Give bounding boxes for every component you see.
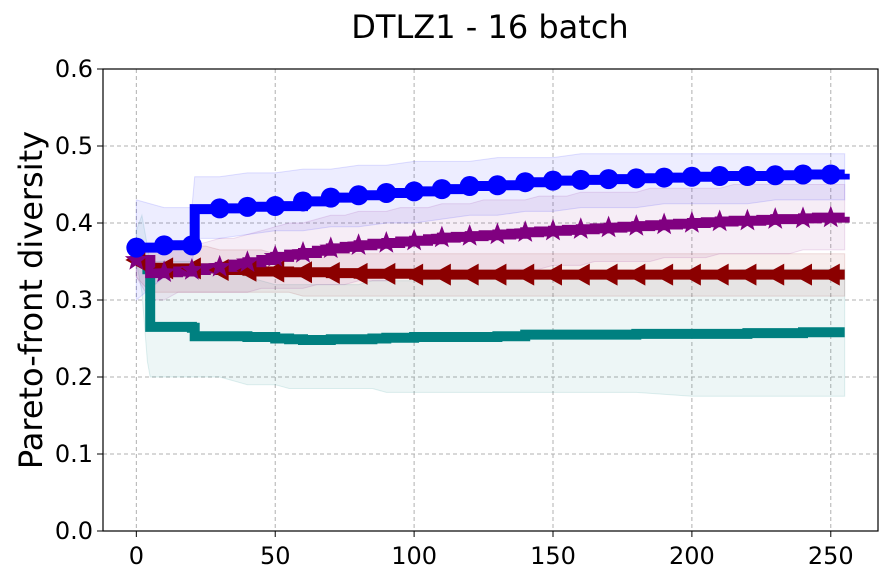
- series-purple-point: [263, 244, 287, 267]
- series-darkred-point: [819, 263, 840, 286]
- series-darkred-point: [486, 263, 507, 286]
- series-blue-band: [135, 153, 846, 302]
- series-darkred-point: [403, 263, 424, 286]
- series-purple-point: [319, 236, 343, 259]
- series-darkred-point: [458, 263, 479, 286]
- y-tick-label: 0.0: [55, 517, 93, 545]
- series-darkred-point: [736, 263, 757, 286]
- x-tick-label: 100: [391, 542, 437, 570]
- y-tick-label: 0.3: [55, 286, 93, 314]
- series-darkred-point: [597, 263, 618, 286]
- series-purple-point: [736, 208, 759, 231]
- series-purple-point: [486, 222, 509, 245]
- series-blue-point: [598, 169, 619, 190]
- y-tick-label: 0.4: [55, 209, 93, 237]
- series-purple-point: [513, 220, 537, 242]
- axis-ticks: 0 50 100 150 200 250 0.0 0.1 0.2 0.3 0.4 0.5 0.6: [55, 55, 854, 570]
- x-tick-label: 250: [808, 542, 854, 570]
- series-blue-point: [181, 235, 202, 256]
- series-purple-point: [763, 207, 787, 229]
- series-blue-point: [737, 166, 758, 187]
- series-blue-point: [431, 179, 452, 200]
- series-blue-point: [681, 166, 702, 187]
- series-purple-point: [180, 258, 204, 280]
- series-purple-point: [374, 231, 398, 253]
- x-tick-label: 200: [669, 542, 715, 570]
- series-blue-point: [543, 170, 563, 191]
- series-darkred-point: [764, 263, 785, 286]
- series-darkred-point: [347, 262, 368, 285]
- series-purple-point: [402, 228, 426, 251]
- y-tick-label: 0.6: [55, 55, 93, 83]
- series-blue-point: [348, 185, 369, 206]
- series-darkred-point: [292, 261, 312, 284]
- series-darkred-point: [680, 263, 701, 286]
- series-purple-point: [541, 218, 565, 241]
- chart-title: DTLZ1 - 16 batch: [351, 8, 628, 46]
- x-tick-label: 0: [129, 542, 144, 570]
- series-darkred-point: [653, 263, 674, 286]
- series-darkred-point: [514, 263, 535, 286]
- series-purple-point: [291, 241, 315, 263]
- series-purple-point: [152, 260, 176, 282]
- series-blue-point: [654, 167, 675, 188]
- series-blue-point: [265, 196, 286, 217]
- series-darkred-point: [708, 263, 729, 286]
- series-blue-point: [126, 237, 147, 258]
- series-teal-band: [135, 213, 846, 397]
- series-blue-point: [570, 169, 591, 190]
- series-darkred-point: [542, 263, 562, 286]
- series-purple-point: [680, 211, 704, 233]
- series-darkred-point: [792, 263, 812, 286]
- series-blue-point: [459, 176, 480, 197]
- x-tick-label: 150: [530, 542, 576, 570]
- series-teal-line: [136, 255, 845, 345]
- series-blue-point: [626, 168, 647, 189]
- series-purple-point: [569, 217, 593, 239]
- series-darkred-point: [264, 260, 285, 283]
- series-darkred-point: [319, 262, 340, 285]
- series-blue-point: [765, 165, 786, 186]
- series-blue-point: [793, 164, 813, 185]
- series-purple-point: [791, 206, 815, 229]
- series-blue-point: [515, 172, 536, 193]
- series-purple-point: [708, 209, 732, 232]
- series-purple-point: [597, 215, 620, 238]
- series-blue-point: [237, 196, 258, 217]
- series-blue-point: [154, 235, 175, 256]
- series-markers: [124, 164, 843, 286]
- series-purple-point: [458, 224, 482, 246]
- series-purple-point: [430, 225, 454, 248]
- series-blue-point: [404, 181, 425, 202]
- series-purple-point: [236, 250, 259, 272]
- series-blue-point: [209, 198, 230, 219]
- series-blue-point: [820, 164, 841, 185]
- series-darkred-point: [375, 262, 396, 285]
- confidence-bands: [135, 153, 846, 397]
- series-darkred-point: [430, 263, 451, 286]
- series-blue-point: [293, 191, 313, 212]
- series-purple-point: [208, 254, 232, 277]
- y-axis-label: Pareto-front diversity: [12, 131, 50, 469]
- series-blue-point: [487, 175, 508, 196]
- series-purple-point: [819, 205, 843, 228]
- y-tick-label: 0.5: [55, 132, 93, 160]
- series-blue-point: [320, 187, 341, 208]
- series-purple-point: [624, 214, 648, 236]
- series-darkred-point: [569, 263, 590, 286]
- series-purple-point: [652, 212, 676, 235]
- series-blue-point: [709, 166, 730, 187]
- series-purple-point: [124, 248, 148, 270]
- x-tick-label: 50: [260, 542, 291, 570]
- series-blue-point: [376, 182, 397, 203]
- y-tick-label: 0.2: [55, 363, 93, 391]
- series-purple-point: [347, 233, 370, 255]
- series-darkred-point: [625, 263, 646, 286]
- y-tick-label: 0.1: [55, 440, 93, 468]
